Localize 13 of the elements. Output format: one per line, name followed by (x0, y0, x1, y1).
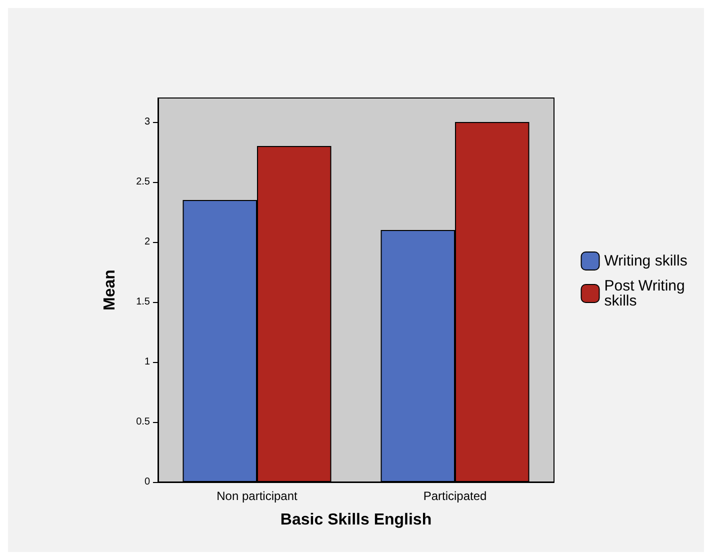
x-axis-title: Basic Skills English (280, 512, 432, 528)
y-tick-label: 0.5 (136, 416, 150, 428)
legend-label: Writing skills (604, 252, 688, 270)
y-tick-label: 1 (144, 356, 150, 368)
x-tick-label: Non participant (216, 489, 298, 503)
x-tick-label: Participated (423, 489, 487, 503)
y-axis-title: Mean (102, 270, 118, 310)
y-tick-label: 1.5 (136, 296, 150, 308)
y-tick-label: 0 (144, 476, 150, 488)
legend-label: Post Writing skills (604, 278, 689, 310)
y-tick-label: 2.5 (136, 176, 150, 188)
y-tick-label: 3 (144, 116, 150, 128)
y-tick-label: 2 (144, 236, 150, 248)
